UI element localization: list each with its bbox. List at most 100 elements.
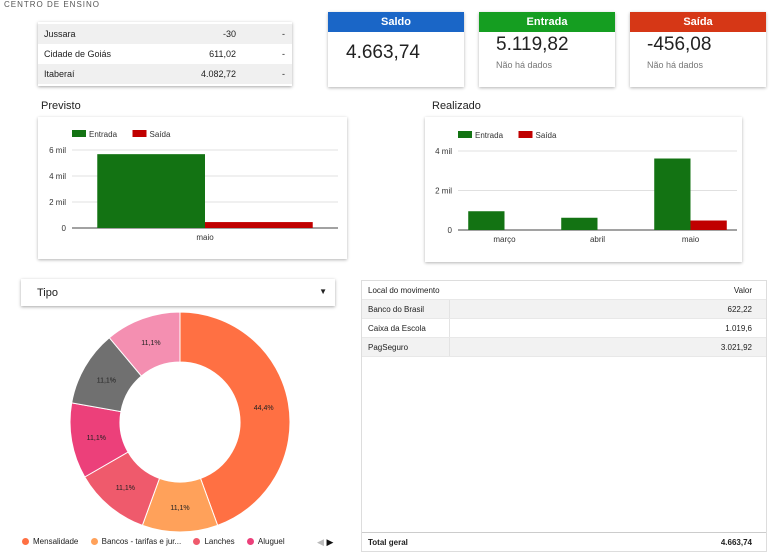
slice-label: 11,1% (141, 340, 160, 347)
kpi-saldo-value: 4.663,74 (346, 42, 420, 64)
legend-dot (247, 538, 254, 545)
kpi-entrada-value: 5.119,82 (496, 34, 569, 56)
page-title: CENTRO DE ENSINO (4, 0, 100, 9)
table-header-row: Local do movimento Valor (362, 281, 766, 300)
movimento-table: Local do movimento Valor Banco do Brasil… (361, 280, 767, 552)
bar (205, 222, 313, 228)
legend-pager: ◀ ▶ (317, 537, 333, 548)
row-value: -30 (223, 29, 236, 39)
column-divider (449, 338, 450, 356)
kpi-entrada-note: Não há dados (496, 60, 552, 70)
realizado-bar-chart: Entrada Saída 0 2 mil 4 mil março abril maio (425, 117, 742, 262)
slice-label: 11,1% (97, 378, 116, 385)
table-row[interactable]: Caixa da Escola 1.019,6 (362, 319, 766, 338)
kpi-saida-value: -456,08 (647, 34, 711, 56)
previsto-bar-chart: Entrada Saída 0 2 mil 4 mil 6 mil maio (38, 117, 347, 259)
tipo-donut-chart: 44,4% 11,1% 11,1% 11,1% 11,1% 11,1% (60, 308, 300, 534)
row-value: 622,22 (728, 305, 752, 314)
kpi-saida-header: Saída (630, 12, 766, 32)
row-value: 611,02 (209, 49, 236, 59)
legend-swatch (72, 130, 86, 137)
legend-swatch (133, 130, 147, 137)
realizado-chart-card: Entrada Saída 0 2 mil 4 mil março abril maio (425, 117, 742, 262)
bar (691, 221, 727, 230)
bar (561, 218, 597, 230)
prev-page-icon[interactable]: ◀ (317, 537, 324, 547)
legend-item[interactable]: Bancos - tarifas e jur... (91, 537, 182, 546)
kpi-saida-card: Saída -456,08 Não há dados (630, 12, 766, 87)
kpi-saldo-header: Saldo (328, 12, 464, 32)
previsto-chart-card: Entrada Saída 0 2 mil 4 mil 6 mil maio (38, 117, 347, 259)
legend-label: Lanches (204, 537, 234, 546)
row-name: Cidade de Goiás (44, 49, 111, 59)
table-row[interactable]: Itaberaí 4.082,72 - (38, 64, 292, 84)
legend-dot (91, 538, 98, 545)
row-name: Itaberaí (44, 69, 75, 79)
row-value: 3.021,92 (721, 343, 752, 352)
legend-dot (193, 538, 200, 545)
tipo-dropdown-label: Tipo (37, 287, 58, 299)
total-label: Total geral (368, 538, 408, 547)
legend-dot (22, 538, 29, 545)
x-tick-label: maio (196, 233, 214, 242)
column-header-valor[interactable]: Valor (734, 286, 752, 295)
legend-label: Bancos - tarifas e jur... (102, 537, 182, 546)
row-name: Jussara (44, 29, 76, 39)
y-tick-label: 2 mil (49, 198, 66, 207)
x-tick-label: abril (590, 235, 605, 244)
tipo-dropdown[interactable]: Tipo ▼ (21, 279, 335, 306)
kpi-entrada-header: Entrada (479, 12, 615, 32)
row-extra: - (282, 69, 285, 79)
table-total-row: Total geral 4.663,74 (362, 532, 766, 551)
legend-label: Saída (536, 131, 557, 140)
realizado-title: Realizado (432, 100, 481, 112)
row-name: Caixa da Escola (368, 324, 426, 333)
legend-label: Mensalidade (33, 537, 78, 546)
row-name: PagSeguro (368, 343, 408, 352)
slice-label: 11,1% (116, 485, 135, 492)
legend-item[interactable]: Lanches (193, 537, 234, 546)
kpi-entrada-card: Entrada 5.119,82 Não há dados (479, 12, 615, 87)
row-extra: - (282, 49, 285, 59)
y-tick-label: 4 mil (435, 147, 452, 156)
legend-label: Aluguel (258, 537, 285, 546)
y-tick-label: 0 (62, 224, 67, 233)
x-tick-label: maio (682, 235, 700, 244)
legend-label: Entrada (475, 131, 504, 140)
legend-label: Entrada (89, 130, 118, 139)
row-value: 1.019,6 (725, 324, 752, 333)
kpi-saida-note: Não há dados (647, 60, 703, 70)
kpi-saldo-card: Saldo 4.663,74 (328, 12, 464, 87)
legend-label: Saída (150, 130, 171, 139)
y-tick-label: 2 mil (435, 187, 452, 196)
table-row[interactable]: Banco do Brasil 622,22 (362, 300, 766, 319)
bar (97, 154, 205, 228)
legend-item[interactable]: Mensalidade (22, 537, 78, 546)
city-summary-table: Jussara -30 - Cidade de Goiás 611,02 - I… (38, 22, 292, 86)
column-header-local[interactable]: Local do movimento (368, 286, 440, 295)
slice-label: 11,1% (87, 435, 106, 442)
column-divider (449, 319, 450, 337)
legend-swatch (458, 131, 472, 138)
x-tick-label: março (493, 235, 516, 244)
chevron-down-icon[interactable]: ▼ (319, 287, 327, 296)
total-value: 4.663,74 (721, 538, 752, 547)
bar (654, 159, 690, 230)
row-value: 4.082,72 (201, 69, 236, 79)
y-tick-label: 0 (448, 226, 453, 235)
legend-swatch (519, 131, 533, 138)
bar (468, 211, 504, 230)
table-row[interactable]: Jussara -30 - (38, 24, 292, 44)
slice-label: 44,4% (254, 405, 274, 412)
pie-legend: Mensalidade Bancos - tarifas e jur... La… (22, 537, 295, 546)
row-name: Banco do Brasil (368, 305, 424, 314)
legend-item[interactable]: Aluguel (247, 537, 285, 546)
y-tick-label: 6 mil (49, 146, 66, 155)
table-row[interactable]: Cidade de Goiás 611,02 - (38, 44, 292, 64)
slice-label: 11,1% (170, 505, 189, 512)
previsto-title: Previsto (41, 100, 81, 112)
table-row[interactable]: PagSeguro 3.021,92 (362, 338, 766, 357)
next-page-icon[interactable]: ▶ (326, 537, 333, 547)
y-tick-label: 4 mil (49, 172, 66, 181)
row-extra: - (282, 29, 285, 39)
